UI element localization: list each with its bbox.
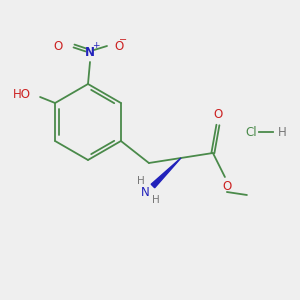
Polygon shape [151,158,181,188]
Text: O: O [54,40,63,52]
Text: HO: HO [13,88,31,100]
Text: H: H [137,176,145,186]
Text: +: + [92,40,100,50]
Text: N: N [140,187,149,200]
Text: O: O [213,109,223,122]
Text: H: H [152,195,160,205]
Text: −: − [119,35,127,45]
Text: O: O [222,181,232,194]
Text: Cl: Cl [245,125,256,139]
Text: N: N [85,46,95,59]
Text: O: O [114,40,123,52]
Text: H: H [278,125,287,139]
